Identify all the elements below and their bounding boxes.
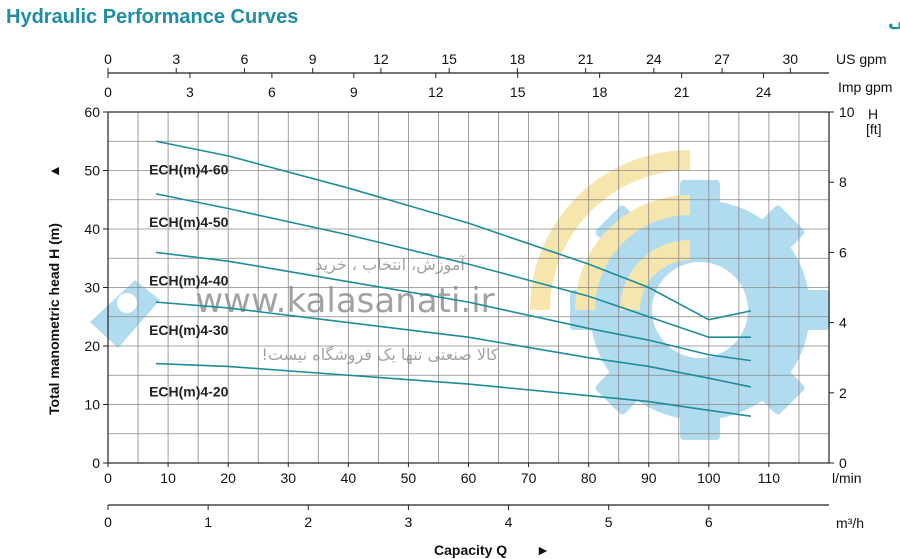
m3h-tick-label: 6 [705,514,713,530]
m3h-tick-label: 4 [505,514,513,530]
watermark-tagline: کالا صنعتی تنها یک فروشگاه نیست! [261,345,498,365]
x-axis-arrow: ► [536,542,550,558]
series-label: ECH(m)4-60 [149,161,229,177]
x-axis-title: Capacity Q [434,542,507,558]
y-tick-label: 50 [84,163,100,179]
imp-gpm-tick-label: 24 [756,84,772,100]
y-tick-label: 20 [84,338,100,354]
us-gpm-tick-label: 0 [104,51,112,67]
y-tick-label: 10 [84,397,100,413]
imp-gpm-tick-label: 18 [592,84,608,100]
y-axis-arrow: ▲ [46,164,62,178]
ft-tick-label: 2 [839,385,847,401]
curve-ECH(m)4-30 [156,301,752,388]
imp-gpm-tick-label: 21 [674,84,690,100]
us-gpm-tick-label: 21 [578,51,594,67]
us-gpm-tick-label: 27 [714,51,730,67]
series-label: ECH(m)4-20 [149,384,229,400]
imp-gpm-unit: Imp gpm [838,79,892,95]
x-tick-label: 110 [758,470,781,486]
y-tick-label: 40 [84,221,100,237]
imp-gpm-tick-label: 12 [428,84,444,100]
ft-tick-label: 8 [839,174,847,190]
m3h-tick-label: 0 [104,514,112,530]
ft-tick-label: 0 [839,455,847,471]
y-axis-title: Total manometric head H (m) [46,223,62,415]
curve-ECH(m)4-40 [155,251,752,362]
us-gpm-unit: US gpm [836,51,887,67]
us-gpm-tick-label: 9 [309,51,317,67]
x-tick-label: 70 [521,470,537,486]
curve-ECH(m)4-20 [156,362,752,417]
m3h-tick-label: 1 [204,514,212,530]
imp-gpm-tick-label: 3 [186,84,194,100]
series-label: ECH(m)4-30 [149,322,229,338]
us-gpm-tick-label: 24 [646,51,662,67]
x-tick-label: 100 [697,470,721,486]
performance-curves [155,140,752,417]
watermark-url: www.kalasanati.ir [195,281,494,321]
m3h-tick-label: 2 [304,514,312,530]
imp-gpm-tick-label: 15 [510,84,526,100]
x-tick-label: 90 [641,470,657,486]
series-label: ECH(m)4-40 [149,272,229,288]
ft-tick-label: 4 [839,315,847,331]
us-gpm-tick-label: 30 [783,51,799,67]
x-tick-label: 60 [461,470,477,486]
x-tick-label: 20 [220,470,236,486]
x-tick-label: 40 [341,470,357,486]
us-gpm-tick-label: 6 [241,51,249,67]
us-gpm-tick-label: 3 [172,51,180,67]
ft-unit-label: [ft] [866,121,882,137]
ft-tick-label: 10 [839,104,855,120]
x-tick-label: 80 [581,470,597,486]
lmin-unit-label: l/min [832,470,862,486]
h-unit-label: H [868,106,878,122]
imp-gpm-tick-label: 9 [350,84,358,100]
watermark-slogan: آموزش، انتخاب ، خرید [315,255,466,275]
us-gpm-tick-label: 18 [510,51,526,67]
curve-ECH(m)4-50 [155,193,751,339]
us-gpm-tick-label: 12 [373,51,389,67]
m3h-unit-label: m³/h [836,515,864,531]
series-label: ECH(m)4-50 [149,214,229,230]
ft-tick-label: 6 [839,244,847,260]
x-tick-label: 30 [280,470,296,486]
gear-icon [570,180,830,440]
curve-ECH(m)4-60 [155,140,752,321]
us-gpm-tick-label: 15 [441,51,457,67]
x-tick-label: 10 [160,470,176,486]
curve-labels: ECH(m)4-60 ECH(m)4-50 ECH(m)4-40 ECH(m)4-30… [149,161,229,399]
chart-title-fa: منحنی عملکرد هیدرولیکی [888,11,900,32]
x-tick-label: 50 [401,470,417,486]
chart-title-en: Hydraulic Performance Curves [6,6,298,28]
y-tick-label: 30 [84,280,100,296]
imp-gpm-tick-label: 6 [268,84,276,100]
y-tick-label: 60 [84,104,100,120]
x-tick-label: 0 [104,470,112,486]
y-tick-label: 0 [92,455,100,471]
m3h-tick-label: 5 [605,514,613,530]
imp-gpm-tick-label: 0 [104,84,112,100]
m3h-tick-label: 3 [405,514,413,530]
